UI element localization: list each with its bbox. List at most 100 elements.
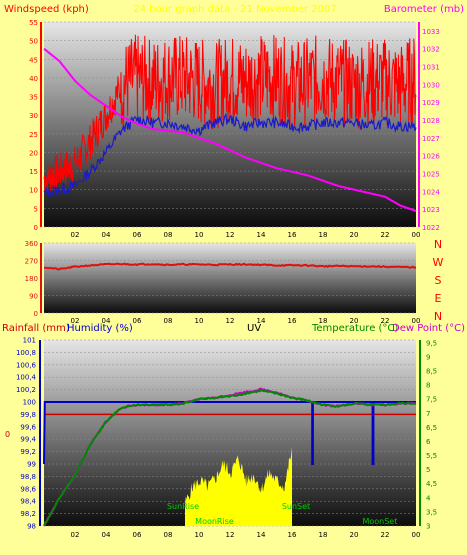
- x-tick-label: 14: [257, 231, 266, 239]
- y2-tick-label: 7,5: [426, 396, 437, 404]
- y-tick-label: 360: [25, 240, 38, 248]
- bottom-chart-y2-ticks: 3 3,5 4 4,5 5 5,5 6 6,5 7 7,5 8 8,5 9 9,5: [426, 339, 437, 530]
- direction-chart-series: [44, 262, 417, 271]
- y2-tick-label: 1033: [422, 28, 440, 36]
- bottom-chart-x-ticks: 02 04 06 08 10 12 14 16 18 20 22 00: [71, 531, 421, 539]
- x-tick-label: 04: [102, 317, 111, 325]
- x-tick-label: 18: [319, 317, 328, 325]
- rainfall-label: Rainfall (mm): [2, 323, 70, 334]
- compass-label: N: [434, 310, 442, 323]
- x-tick-label: 00: [412, 231, 421, 239]
- y2-tick-label: 1030: [422, 81, 440, 89]
- y-tick-label: 99,2: [20, 448, 36, 456]
- bottom-chart-series: [43, 387, 417, 527]
- x-tick-label: 06: [133, 231, 142, 239]
- wind-average-series: [43, 112, 417, 199]
- y-tick-label: 99,6: [20, 423, 36, 431]
- x-tick-label: 22: [381, 317, 390, 325]
- x-tick-label: 02: [71, 531, 80, 539]
- y-tick-label: 10: [29, 187, 38, 195]
- y-tick-label: 180: [25, 275, 38, 283]
- y-tick-label: 55: [29, 19, 38, 27]
- y2-tick-label: 3: [426, 523, 430, 531]
- y2-tick-label: 1026: [422, 153, 440, 161]
- x-tick-label: 02: [71, 317, 80, 325]
- rainfall-zero-label: 0: [5, 430, 10, 439]
- compass-label: S: [435, 274, 442, 287]
- x-tick-label: 10: [195, 531, 204, 539]
- barometer-series: [43, 47, 417, 212]
- top-chart-series: [43, 34, 417, 212]
- y2-tick-label: 1032: [422, 46, 440, 54]
- uv-label: UV: [247, 323, 261, 334]
- top-chart-y2-ticks: 1022 1023 1024 1025 1026 1027 1028 1029 1030 1031…: [418, 22, 440, 232]
- y2-tick-label: 1031: [422, 64, 440, 72]
- top-chart: Windspeed (kph) 24 hour graph data - 21 …: [4, 4, 464, 239]
- x-tick-label: 20: [350, 531, 359, 539]
- y2-tick-label: 9,5: [426, 339, 437, 347]
- y2-tick-label: 1024: [422, 188, 440, 196]
- top-chart-y-ticks: 0 5 10 15 20 25 30 35 40 45 50 55: [29, 19, 42, 232]
- x-tick-label: 12: [226, 317, 235, 325]
- x-tick-label: 06: [133, 317, 142, 325]
- y-tick-label: 98,4: [20, 498, 36, 506]
- x-tick-label: 12: [226, 531, 235, 539]
- x-tick-label: 00: [412, 531, 421, 539]
- x-tick-label: 16: [288, 231, 297, 239]
- y-tick-label: 270: [25, 258, 38, 266]
- y2-tick-label: 7: [426, 410, 430, 418]
- humidity-label: Humidity (%): [67, 323, 133, 334]
- y-tick-label: 101: [23, 337, 36, 345]
- direction-series: [44, 262, 417, 271]
- direction-chart-x-ticks: 02 04 06 08 10 12 14 16 18 20 22 00: [71, 317, 421, 325]
- y-tick-label: 30: [29, 112, 38, 120]
- y2-tick-label: 5,5: [426, 452, 437, 460]
- y-tick-label: 100,2: [16, 386, 36, 394]
- y-tick-label: 99,4: [20, 436, 36, 444]
- top-chart-right-title: Barometer (mb): [384, 4, 464, 15]
- y-tick-label: 100,4: [16, 374, 37, 382]
- x-tick-label: 20: [350, 231, 359, 239]
- y-tick-label: 25: [29, 131, 38, 139]
- y2-tick-label: 9: [426, 353, 430, 361]
- x-tick-label: 02: [71, 231, 80, 239]
- y-tick-label: 0: [34, 224, 38, 232]
- sunset-label: SunSet: [282, 502, 310, 511]
- y-tick-label: 99,8: [20, 411, 36, 419]
- x-tick-label: 18: [319, 531, 328, 539]
- compass-label: N: [434, 238, 442, 251]
- y2-tick-label: 6,5: [426, 424, 437, 432]
- compass-label: W: [433, 256, 444, 269]
- moonrise-label: MoonRise: [195, 517, 234, 526]
- y-tick-label: 40: [29, 75, 38, 83]
- x-tick-label: 10: [195, 317, 204, 325]
- y2-tick-label: 6: [426, 438, 431, 446]
- x-tick-label: 06: [133, 531, 142, 539]
- x-tick-label: 10: [195, 231, 204, 239]
- bottom-chart: Rainfall (mm) Humidity (%) UV Temperatur…: [2, 323, 465, 539]
- y-tick-label: 20: [29, 149, 38, 157]
- y2-tick-label: 4: [426, 494, 431, 502]
- y-tick-label: 100,6: [16, 361, 37, 369]
- y-tick-label: 35: [29, 94, 38, 102]
- direction-chart-y-ticks: 0 90 180 270 360: [25, 240, 42, 318]
- y2-tick-label: 8: [426, 382, 430, 390]
- solar-series: [185, 399, 292, 526]
- x-tick-label: 04: [102, 531, 111, 539]
- y-tick-label: 45: [29, 56, 38, 64]
- x-tick-label: 16: [288, 531, 297, 539]
- compass-label: E: [435, 292, 442, 305]
- x-tick-label: 08: [164, 531, 173, 539]
- x-tick-label: 22: [381, 231, 390, 239]
- y2-tick-label: 3,5: [426, 508, 437, 516]
- x-tick-label: 16: [288, 317, 297, 325]
- y-tick-label: 50: [29, 38, 38, 46]
- x-tick-label: 04: [102, 231, 111, 239]
- dewpoint-label: Dew Point (°C): [392, 323, 465, 334]
- bottom-chart-y-ticks: 98 98,2 98,4 98,6 98,8 99 99,2 99,4 99,6 99,8 100 1…: [16, 337, 37, 531]
- y2-tick-label: 1025: [422, 171, 440, 179]
- top-chart-center-title: 24 hour graph data - 21 November 2007: [133, 4, 336, 15]
- sunrise-label: SunRise: [167, 502, 199, 511]
- compass-labels: N W S E N: [433, 238, 444, 323]
